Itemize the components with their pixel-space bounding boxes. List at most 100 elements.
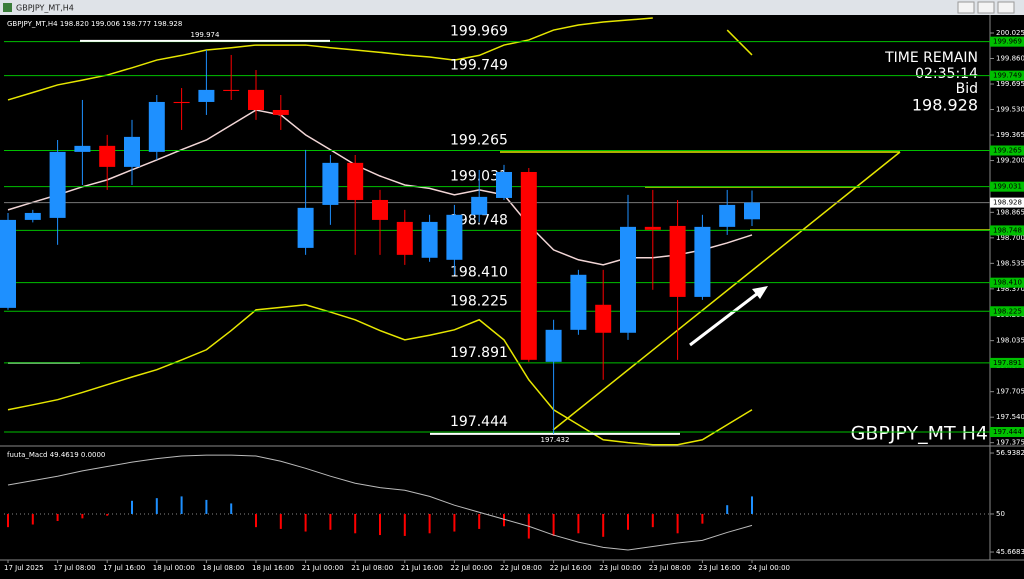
candle-body: [198, 89, 215, 102]
x-tick-label: 24 Jul 00:00: [748, 564, 790, 572]
level-tag: [990, 357, 1024, 368]
level-tag-label: 198.225: [993, 307, 1022, 315]
candle-body: [446, 214, 463, 260]
minimize-button[interactable]: [957, 1, 975, 14]
level-label: 198.225: [450, 293, 508, 309]
y-tick-label: 56.9382: [996, 449, 1024, 457]
histogram-bar: [428, 513, 431, 534]
y-tick-label: 199.200: [996, 157, 1024, 165]
level-tag: [990, 427, 1024, 438]
x-tick-label: 17 Jul 2025: [4, 564, 44, 572]
histogram-bar: [651, 513, 654, 528]
y-tick-label: 198.865: [996, 208, 1024, 216]
histogram-bar: [81, 513, 84, 519]
histogram-bar: [503, 513, 505, 527]
y-tick-label: 197.540: [996, 413, 1024, 421]
histogram-bar: [180, 496, 183, 514]
x-tick-label: 17 Jul 16:00: [103, 564, 145, 572]
trendline: [552, 151, 901, 431]
close-button[interactable]: [997, 1, 1015, 14]
histogram-bar: [354, 513, 357, 534]
info-label: TIME REMAIN: [884, 50, 978, 66]
x-tick-label: 21 Jul 16:00: [401, 564, 443, 572]
x-tick-label: 17 Jul 08:00: [54, 564, 96, 572]
histogram-bar: [56, 513, 59, 521]
histogram-bar: [379, 513, 381, 536]
bid-tag-label: 198.928: [993, 199, 1022, 207]
high-marker-label: 199.974: [191, 31, 220, 39]
histogram-bar: [7, 513, 9, 528]
x-tick-label: 23 Jul 16:00: [698, 564, 740, 572]
arrow-head: [752, 286, 768, 299]
x-tick-label: 22 Jul 08:00: [500, 564, 542, 572]
y-tick-label: 50: [996, 510, 1005, 518]
level-tag-label: 198.748: [993, 226, 1022, 234]
candle-body: [496, 171, 512, 198]
level-tag: [990, 70, 1024, 81]
histogram-bar: [403, 513, 406, 536]
level-label: 197.891: [450, 345, 508, 361]
histogram-bar: [31, 513, 34, 525]
level-label: 199.265: [450, 132, 508, 148]
x-tick-label: 18 Jul 16:00: [252, 564, 294, 572]
candle-body: [248, 89, 264, 110]
histogram-bar: [676, 513, 679, 534]
candle-body: [396, 221, 413, 255]
level-tag: [990, 36, 1024, 47]
candle-body: [471, 196, 488, 215]
y-tick-label: 197.375: [996, 439, 1024, 447]
x-tick-label: 22 Jul 16:00: [550, 564, 592, 572]
candle-body: [620, 226, 636, 333]
level-tag-label: 199.969: [993, 38, 1022, 46]
candle-body: [124, 136, 140, 167]
watermark: GBPJPY_MT H4: [851, 423, 988, 445]
histogram-bar: [205, 499, 208, 514]
y-tick-label: 199.860: [996, 55, 1024, 63]
histogram-bar: [304, 513, 307, 532]
level-tag-label: 197.891: [993, 359, 1022, 367]
histogram-bar: [726, 505, 729, 514]
bid-tag: [990, 197, 1024, 208]
x-tick-label: 21 Jul 00:00: [302, 564, 344, 572]
level-tag: [990, 145, 1024, 156]
level-label: 198.410: [450, 265, 508, 281]
y-tick-label: 198.700: [996, 234, 1024, 242]
level-tag-label: 197.444: [993, 428, 1022, 436]
x-tick-label: 18 Jul 00:00: [153, 564, 195, 572]
indicator-line: [7, 17, 753, 101]
candle-body: [322, 162, 339, 205]
candle-body: [570, 274, 587, 330]
y-tick-label: 199.695: [996, 80, 1024, 88]
level-label: 197.444: [450, 414, 508, 430]
candle-body: [49, 151, 66, 218]
candle-body: [421, 221, 438, 258]
candle-body: [372, 199, 388, 220]
level-label: 199.749: [450, 58, 508, 74]
candle-body: [545, 329, 562, 362]
low-marker-label: 197.432: [541, 436, 570, 444]
y-tick-label: 199.530: [996, 106, 1024, 114]
candle-body: [173, 101, 190, 104]
window-title: GBPJPY_MT,H4: [16, 4, 74, 13]
histogram-bar: [279, 513, 282, 529]
x-tick-label: 21 Jul 08:00: [351, 564, 393, 572]
level-tag: [990, 225, 1024, 236]
histogram-bar: [602, 513, 605, 537]
level-tag-label: 199.031: [993, 183, 1022, 191]
level-tag: [990, 181, 1024, 192]
info-bid: 198.928: [912, 96, 978, 115]
histogram-bar: [131, 500, 133, 514]
y-tick-label: 198.535: [996, 259, 1024, 267]
arrow: [689, 288, 763, 347]
title-bar: [0, 0, 1024, 15]
candle-body: [347, 162, 364, 200]
legend-text: GBPJPY_MT,H4 198.820 199.006 198.777 198…: [7, 20, 182, 28]
candle-body: [148, 101, 165, 152]
level-tag-label: 198.410: [993, 279, 1022, 287]
level-tag: [990, 277, 1024, 288]
signal-line: [7, 454, 753, 551]
maximize-button[interactable]: [977, 1, 995, 14]
info-bid-label: Bid: [956, 81, 978, 97]
candle-body: [595, 304, 612, 333]
